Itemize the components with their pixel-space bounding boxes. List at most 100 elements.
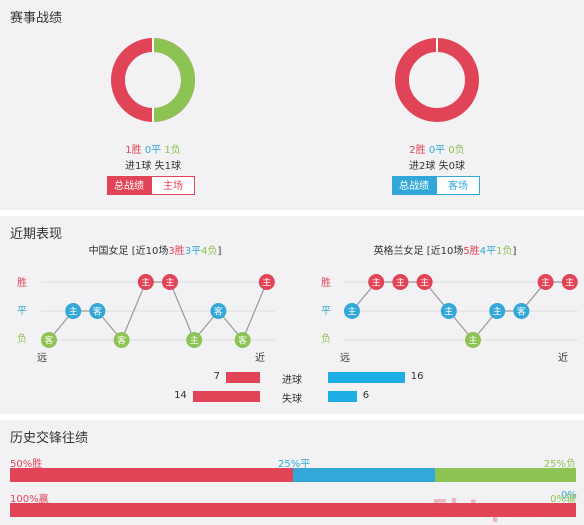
right-ylabel-loss: 负 xyxy=(321,332,331,345)
left-win-count: 1胜 xyxy=(125,145,142,156)
recent-form-chart: 胜 平 负 胜 平 负 远 近 远 近 客主 客客主 主主客客主 主主主主主主主 客主… xyxy=(17,274,578,364)
left-axis-far: 远 xyxy=(37,352,47,364)
right-goals-for-bar xyxy=(328,372,405,383)
left-ylabel-win: 胜 xyxy=(17,277,27,289)
right-loss-count: 0负 xyxy=(448,145,465,156)
tab-right-total[interactable]: 总战绩 xyxy=(392,176,436,195)
right-form-point xyxy=(344,303,360,319)
left-goals-against-value: 14 xyxy=(174,390,187,401)
tab-left-home[interactable]: 主场 xyxy=(151,176,195,195)
recent-form-section: 近期表现 中国女足 [近10场3胜3平4负] 英格兰女足 [近10场5胜4平1负… xyxy=(0,216,584,414)
right-form-point xyxy=(416,274,433,290)
right-form-point xyxy=(513,303,530,319)
left-form-point xyxy=(137,274,154,290)
left-goals-against: 失1球 xyxy=(154,161,181,172)
left-team-summary: 中国女足 [近10场3胜3平4负] xyxy=(88,246,222,257)
left-form-point xyxy=(162,274,178,290)
left-form-venue-label: 主 xyxy=(141,277,150,289)
left-axis-near: 近 xyxy=(255,351,265,364)
h2h-row1-win-bar xyxy=(10,468,293,482)
right-form-point xyxy=(489,303,506,319)
left-form-venue-label: 主 xyxy=(165,277,174,289)
goals-against-label: 失球 xyxy=(282,394,302,405)
left-goals-for-bar xyxy=(226,372,260,383)
right-form-venue-label: 主 xyxy=(420,277,429,289)
right-ylabel-win: 胜 xyxy=(321,277,331,289)
right-team-summary: 英格兰女足 [近10场5胜4平1负] xyxy=(373,246,517,257)
right-form-point xyxy=(392,274,409,290)
right-form-point xyxy=(440,303,457,319)
right-axis-far: 远 xyxy=(340,352,350,364)
recent-form-title: 近期表现 xyxy=(10,227,63,242)
left-record-tabs: 总战绩 主场 xyxy=(107,176,195,195)
right-ylabel-draw: 平 xyxy=(321,306,331,317)
left-record-donut xyxy=(111,38,195,122)
site-watermark: 5btq.com xyxy=(431,494,572,523)
season-record-section: 赛事战绩 1胜 0平 1负 进1球 失1球 总战绩 主场 2胜 0平 0负 进2… xyxy=(0,0,584,210)
left-wdl-text: 1胜 0平 1负 xyxy=(98,141,208,156)
right-form-venue-label: 主 xyxy=(372,277,381,289)
right-form-venue-label: 客 xyxy=(517,306,526,318)
right-draw-count: 0平 xyxy=(428,145,446,156)
h2h-row1-draw-text: 25%平 xyxy=(278,459,311,470)
season-record-title: 赛事战绩 xyxy=(10,11,63,26)
tab-right-away[interactable]: 客场 xyxy=(436,176,480,195)
h2h-row2-loss-text: 0%输 xyxy=(550,494,576,505)
left-form-venue-label: 客 xyxy=(238,335,247,347)
left-form-line xyxy=(48,281,268,342)
left-form-venue-label: 客 xyxy=(93,306,102,318)
left-goals-text: 进1球 失1球 xyxy=(98,157,208,172)
left-ylabel-draw: 平 xyxy=(17,306,27,317)
right-goals-for-value: 16 xyxy=(410,371,424,382)
right-team-name: 英格兰女足 xyxy=(373,246,424,257)
left-form-point xyxy=(89,303,106,319)
right-form-point xyxy=(368,274,385,290)
left-form-venue-label: 客 xyxy=(214,306,223,318)
h2h-row1-loss-text: 25%负 xyxy=(543,459,576,470)
right-donut-base xyxy=(395,38,479,122)
right-axis-near: 近 xyxy=(558,351,568,364)
left-loss-count: 1负 xyxy=(164,145,181,156)
left-form-venue-label: 主 xyxy=(190,335,199,347)
right-goals-against-bar xyxy=(328,391,357,402)
tab-left-total[interactable]: 总战绩 xyxy=(107,176,151,195)
h2h-row1-loss-bar xyxy=(434,468,576,482)
right-form-point xyxy=(537,274,554,290)
left-form-point xyxy=(258,274,275,290)
goals-for-label: 进球 xyxy=(282,375,302,386)
right-form-venue-label: 主 xyxy=(396,277,405,289)
left-ylabel-loss: 负 xyxy=(17,332,27,345)
right-form-point xyxy=(465,332,481,348)
left-form-venue-label: 主 xyxy=(69,306,78,318)
right-form-venue-label: 主 xyxy=(468,335,477,347)
h2h-row1-win-text: 50%胜 xyxy=(10,459,43,470)
left-form-venue-label: 客 xyxy=(44,335,53,347)
left-form-point xyxy=(41,332,57,348)
right-form-venue-label: 主 xyxy=(444,306,453,318)
left-draw-count: 0平 xyxy=(144,145,162,156)
right-record-donut xyxy=(395,38,479,122)
right-form-venue-label: 主 xyxy=(347,306,356,318)
left-goals-for-value: 7 xyxy=(213,371,220,382)
right-form-venue-label: 主 xyxy=(541,277,550,289)
right-goals-against: 失0球 xyxy=(438,161,465,172)
right-form-line xyxy=(351,281,570,341)
right-goals-against-value: 6 xyxy=(362,390,370,401)
right-form-venue-label: 主 xyxy=(565,277,574,289)
right-record-tabs: 总战绩 客场 xyxy=(392,176,480,195)
right-form-point xyxy=(561,274,578,290)
right-wdl-text: 2胜 0平 0负 xyxy=(382,141,492,156)
left-form-venue-label: 主 xyxy=(262,277,271,289)
right-win-count: 2胜 xyxy=(409,145,426,156)
left-form-point xyxy=(113,332,130,348)
right-goals-for: 进2球 xyxy=(409,161,436,172)
left-form-point xyxy=(210,303,227,319)
left-team-name: 中国女足 xyxy=(88,246,129,257)
right-form-venue-label: 主 xyxy=(493,306,502,318)
left-goals-for: 进1球 xyxy=(125,161,152,172)
left-form-point xyxy=(186,332,203,348)
right-goals-text: 进2球 失0球 xyxy=(382,157,492,172)
left-form-point xyxy=(234,332,251,348)
head-to-head-section: 历史交锋往绩 50%胜 25%平 25%负 100%赢 0%走 0%输 xyxy=(0,420,584,525)
